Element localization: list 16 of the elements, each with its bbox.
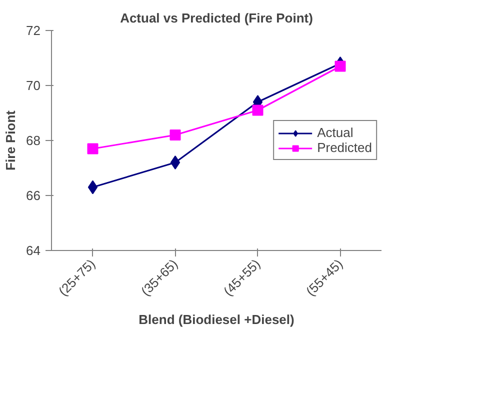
point — [170, 130, 181, 140]
y-tick-label: 66 — [26, 188, 41, 203]
y-tick-label: 70 — [26, 78, 41, 93]
point — [252, 104, 264, 116]
x-axis-title: Blend (Biodiesel +Diesel) — [138, 312, 294, 328]
point — [88, 180, 98, 194]
y-tick-label: 64 — [26, 243, 41, 258]
y-tick-label: 68 — [26, 133, 41, 148]
point — [170, 156, 180, 170]
point — [334, 60, 346, 72]
legend-label: Predicted — [317, 140, 372, 155]
legend-label: Actual — [317, 125, 354, 140]
chart-title: Actual vs Predicted (Fire Point) — [120, 10, 313, 26]
point — [87, 143, 98, 154]
y-tick-label: 72 — [26, 23, 41, 38]
y-axis-title: Fire Piont — [3, 110, 18, 170]
